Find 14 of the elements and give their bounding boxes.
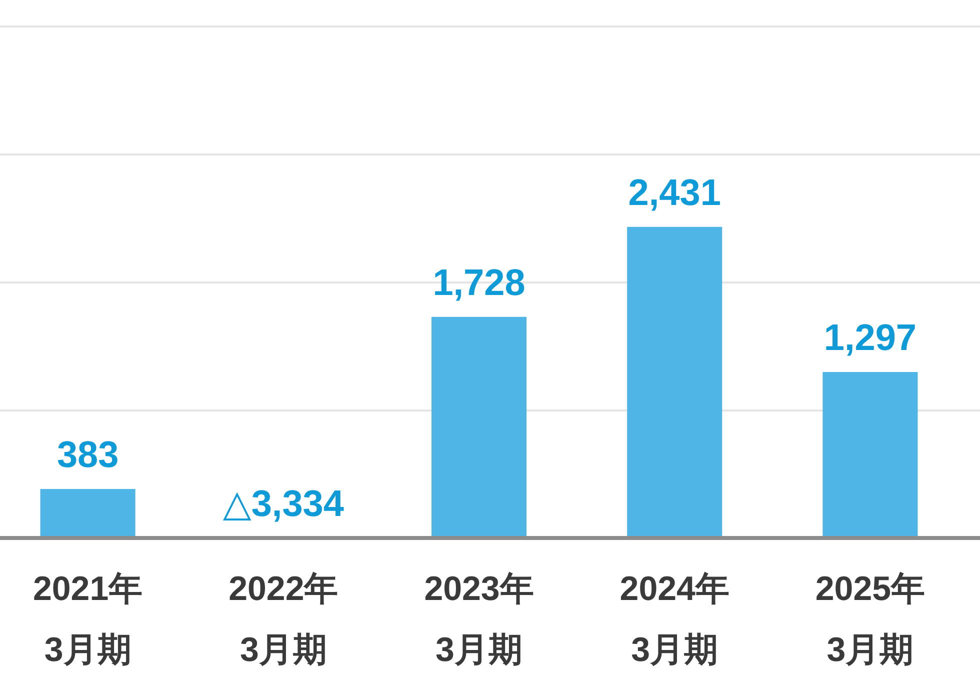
data-label: 1,297: [824, 316, 916, 358]
bar: [431, 316, 527, 538]
data-label: 383: [56, 434, 119, 475]
data-label: 2,431: [628, 172, 721, 213]
x-tick-label: 2025年 3月期: [815, 570, 926, 670]
bar: [822, 372, 918, 538]
bar: [627, 226, 722, 538]
data-label: 1,728: [432, 262, 526, 303]
x-tick-label: 2022年 3月期: [228, 570, 338, 670]
x-tick-label: 2023年 3月期: [424, 570, 534, 670]
bar: [40, 488, 136, 538]
x-tick-label: 2021年 3月期: [32, 570, 143, 670]
x-tick-label: 2024年 3月期: [620, 570, 730, 670]
text: △3,334: [222, 483, 344, 524]
